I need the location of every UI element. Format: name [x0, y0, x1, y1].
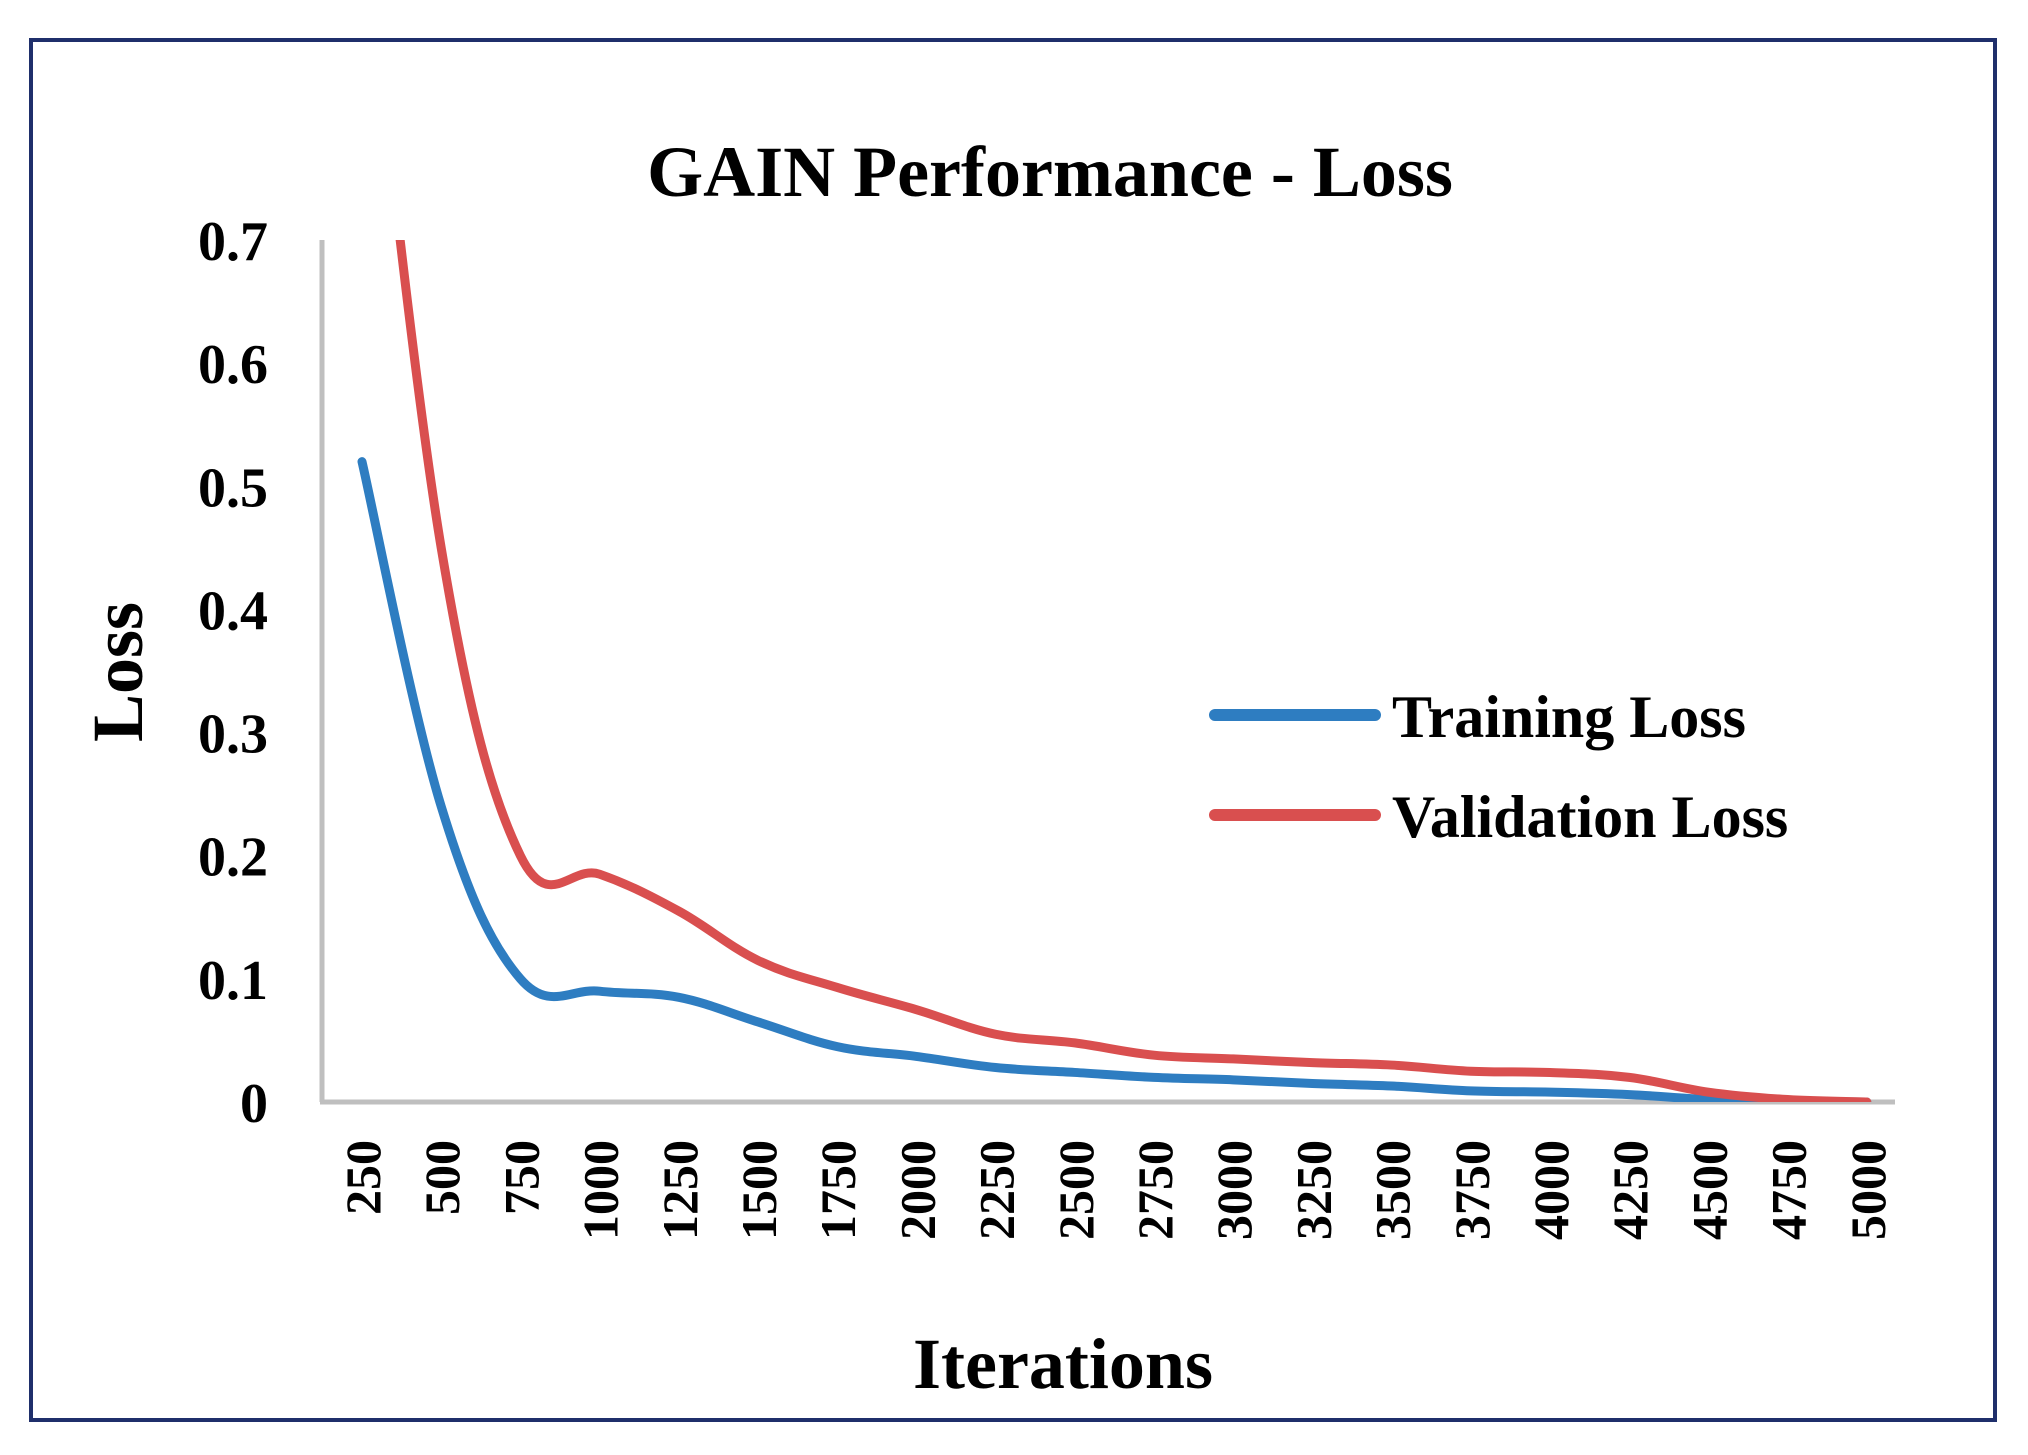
validation-loss-line	[395, 240, 1872, 1102]
chart-frame	[29, 38, 1997, 1422]
x-axis-label: Iterations	[913, 1324, 1213, 1404]
y-axis-ticks: 0 0.1 0.2 0.3 0.4 0.5 0.6 0.7	[198, 211, 268, 1135]
y-tick-label: 0.5	[198, 457, 268, 519]
y-tick-label: 0.4	[198, 580, 268, 642]
y-tick-label: 0.7	[198, 211, 268, 273]
x-tick-label: 1500	[731, 1140, 787, 1240]
x-tick-label: 5000	[1840, 1140, 1896, 1240]
x-tick-label: 2000	[889, 1140, 945, 1240]
x-tick-label: 3750	[1444, 1140, 1500, 1240]
y-tick-label: 0.2	[198, 827, 268, 889]
legend: Training Loss Validation Loss	[1209, 684, 1788, 850]
x-tick-label: 3250	[1285, 1140, 1341, 1240]
y-tick-label: 0.3	[198, 704, 268, 766]
x-axis-ticks: 250 500 750 1000 1250 1500 1750 2000 2250 2500 275…	[335, 1140, 1896, 1240]
chart-title: GAIN Performance - Loss	[647, 132, 1453, 212]
x-tick-label: 750	[493, 1140, 549, 1215]
x-tick-label: 1000	[573, 1140, 629, 1240]
x-tick-label: 4500	[1681, 1140, 1737, 1240]
series-group	[357, 240, 1872, 1102]
x-tick-label: 500	[414, 1140, 470, 1215]
x-tick-label: 3000	[1206, 1140, 1262, 1240]
x-tick-label: 2750	[1127, 1140, 1183, 1240]
y-tick-label: 0	[240, 1073, 268, 1135]
x-tick-label: 2500	[1048, 1140, 1104, 1240]
y-tick-label: 0.6	[198, 334, 268, 396]
y-tick-label: 0.1	[198, 950, 268, 1012]
x-tick-label: 1750	[810, 1140, 866, 1240]
x-tick-label: 4250	[1602, 1140, 1658, 1240]
x-tick-label: 1250	[652, 1140, 708, 1240]
x-tick-label: 2250	[969, 1140, 1025, 1240]
y-axis-label: Loss	[78, 602, 158, 742]
training-loss-line	[357, 457, 1872, 1102]
x-tick-label: 3500	[1365, 1140, 1421, 1240]
legend-label-validation-loss: Validation Loss	[1392, 784, 1788, 850]
x-tick-label: 4000	[1523, 1140, 1579, 1240]
x-tick-label: 250	[335, 1140, 391, 1215]
legend-label-training-loss: Training Loss	[1392, 684, 1746, 750]
x-tick-label: 4750	[1761, 1140, 1817, 1240]
